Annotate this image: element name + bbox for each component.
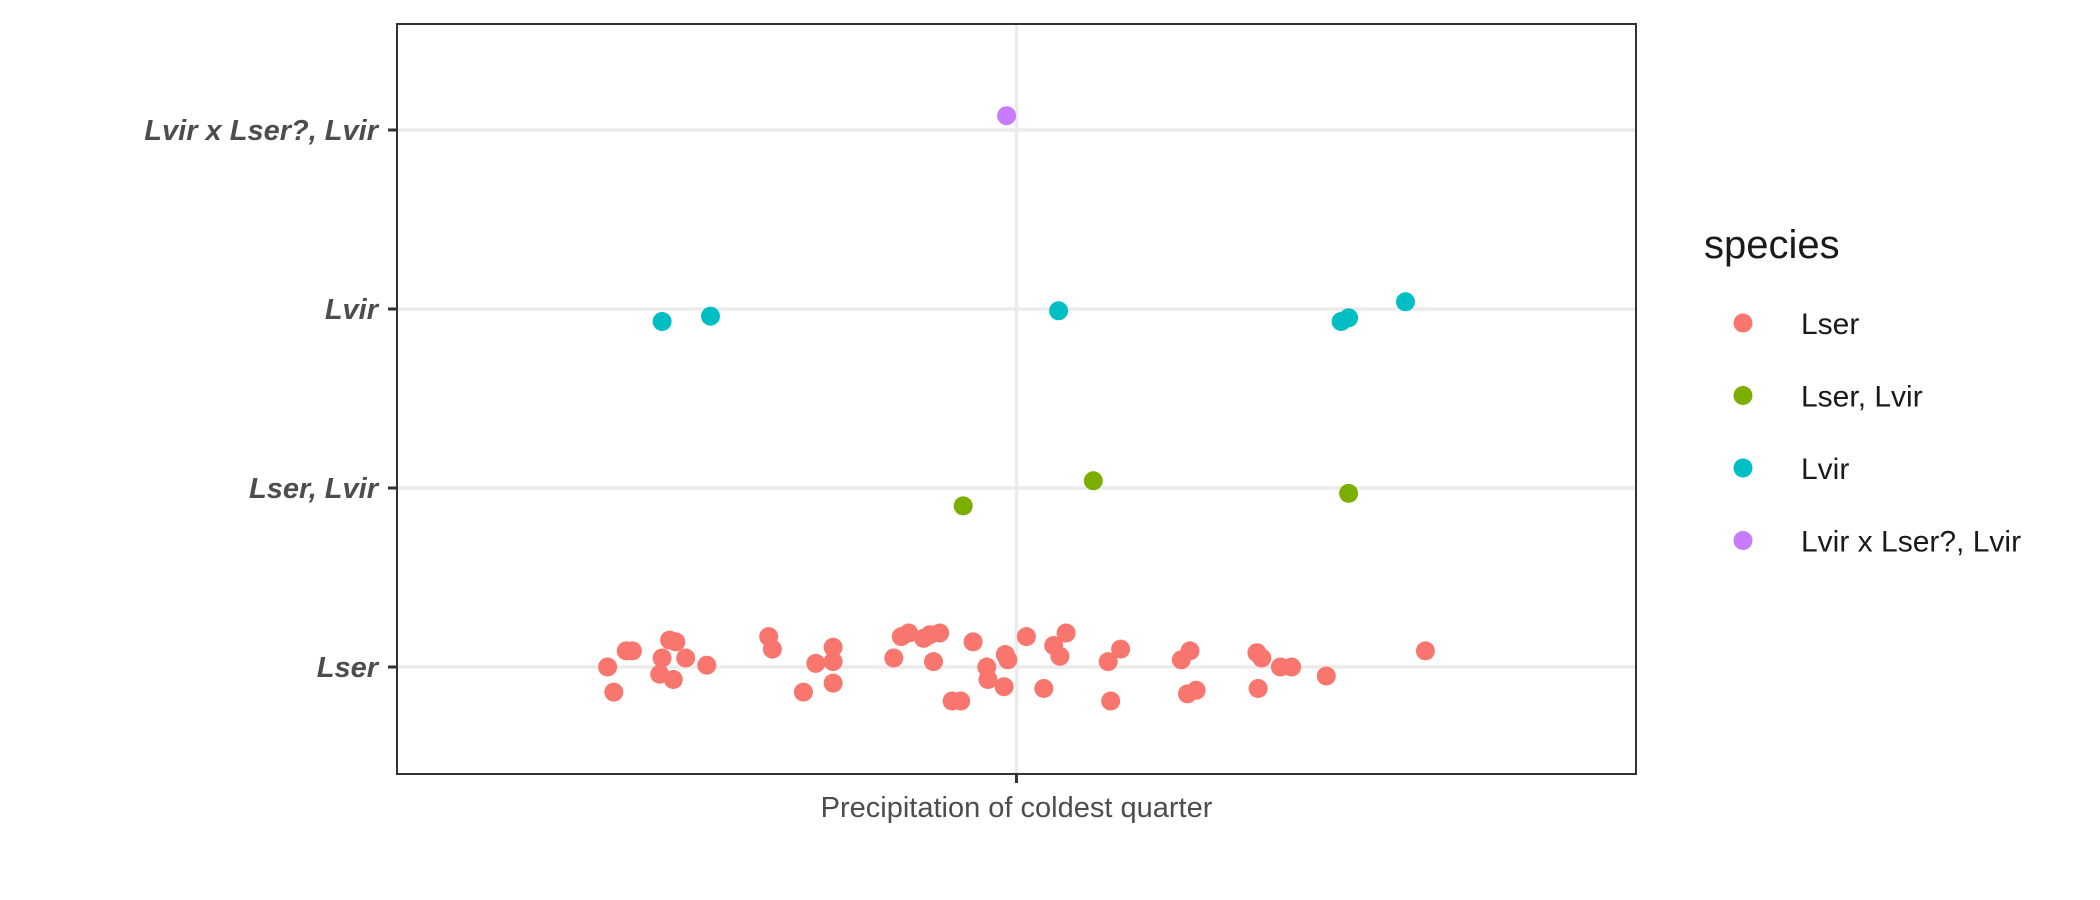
point-lvir	[1049, 301, 1069, 321]
point-lser-lvir	[1083, 471, 1103, 491]
point-lser	[823, 637, 843, 657]
point-lser	[676, 648, 696, 668]
point-lser	[806, 653, 826, 673]
point-lser	[652, 648, 672, 668]
point-lser	[663, 670, 683, 689]
legend-title: species	[1704, 223, 1840, 267]
point-lser	[1050, 646, 1070, 666]
legend-label: Lser, Lvir	[1801, 381, 1923, 414]
point-lser	[666, 632, 686, 652]
y-tick-label: Lser, Lvir	[249, 473, 380, 505]
legend: species Lser Lser, Lvir Lvir Lvir x Lser?, L…	[1704, 223, 2021, 559]
point-lser	[930, 623, 950, 643]
point-lser	[1252, 648, 1272, 668]
y-axis: Lser Lser, Lvir Lvir Lvir x Lser?, Lvir	[144, 115, 397, 684]
point-lser	[793, 682, 813, 702]
x-tick-label: Precipitation of coldest quarter	[821, 792, 1213, 824]
plot-area	[396, 23, 1637, 775]
legend-item-lvir: Lvir	[1733, 453, 1849, 486]
point-lser	[1111, 639, 1131, 659]
legend-key	[1733, 313, 1753, 333]
legend-label: Lvir	[1801, 453, 1849, 486]
point-lser	[604, 682, 624, 702]
y-tick-label: Lser	[317, 652, 380, 684]
point-lvir	[701, 306, 720, 326]
point-lser	[1415, 641, 1435, 661]
point-lvir	[1339, 308, 1359, 328]
point-lser	[1316, 666, 1336, 686]
point-lser-lvir	[953, 496, 973, 516]
point-lser	[978, 670, 998, 689]
point-lser	[1056, 623, 1076, 643]
point-lser	[924, 652, 943, 672]
point-lser	[1034, 679, 1054, 698]
point-lser	[1282, 657, 1302, 677]
x-axis: Precipitation of coldest quarter	[821, 774, 1213, 824]
point-lser	[598, 657, 618, 677]
legend-item-lvir-x-lser-lvir: Lvir x Lser?, Lvir	[1733, 526, 2021, 559]
legend-item-lser: Lser	[1733, 308, 1859, 341]
point-lvir-x-lser-lvir	[997, 106, 1017, 126]
legend-key	[1733, 531, 1753, 550]
point-lser	[998, 650, 1018, 670]
y-tick-label: Lvir x Lser?, Lvir	[144, 115, 379, 147]
point-lser	[762, 639, 782, 659]
point-lser	[622, 641, 642, 661]
point-lser	[994, 677, 1014, 697]
legend-label: Lvir x Lser?, Lvir	[1801, 526, 2021, 559]
point-lser	[1101, 691, 1121, 711]
point-lser	[823, 652, 843, 672]
point-lser	[951, 691, 971, 711]
legend-key	[1733, 458, 1753, 478]
point-lvir	[652, 312, 672, 331]
legend-item-lser-lvir: Lser, Lvir	[1733, 381, 1923, 414]
point-lser	[1016, 627, 1036, 647]
legend-key	[1733, 386, 1753, 405]
point-lser	[963, 632, 983, 652]
point-lser	[1186, 680, 1206, 700]
point-lser-lvir	[1339, 483, 1359, 503]
point-lser	[697, 655, 717, 675]
point-lser	[1180, 641, 1200, 661]
point-lser	[884, 648, 904, 668]
point-lser	[899, 623, 919, 643]
point-lser	[1248, 679, 1268, 698]
point-lser	[1098, 652, 1118, 672]
y-tick-label: Lvir	[325, 294, 380, 326]
point-lvir	[1396, 292, 1415, 312]
point-lser	[823, 673, 843, 693]
legend-label: Lser	[1801, 308, 1859, 341]
